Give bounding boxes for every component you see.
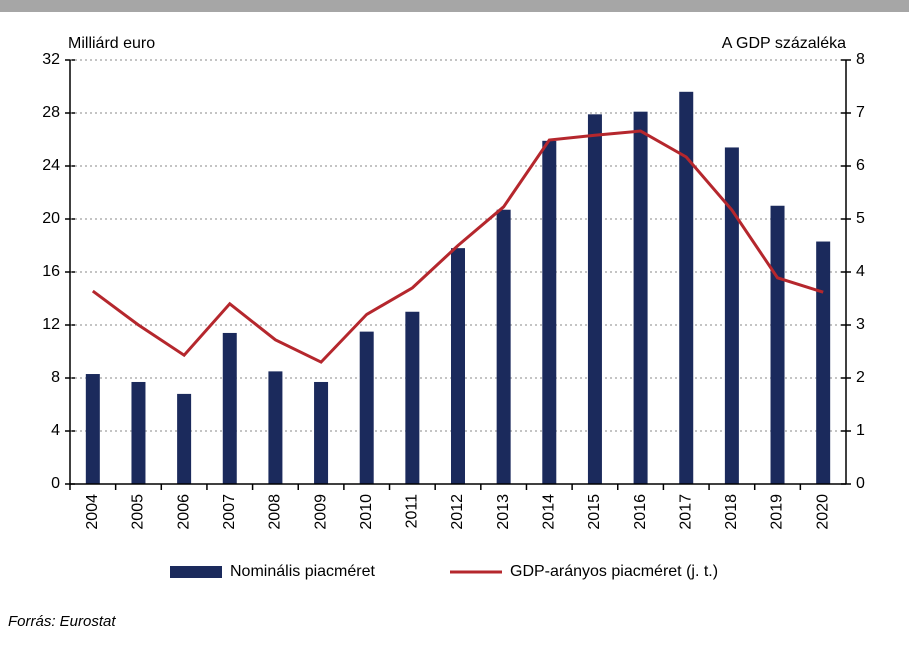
y2-tick-label: 7 xyxy=(856,104,865,121)
x-tick-label: 2015 xyxy=(586,494,603,530)
bar xyxy=(268,371,283,484)
line xyxy=(91,129,824,364)
legend-swatch xyxy=(170,566,222,578)
bar xyxy=(359,331,374,484)
x-tick-label: 2005 xyxy=(130,494,147,530)
bar xyxy=(85,374,100,484)
x-tick-label: 2012 xyxy=(449,494,466,530)
y2-tick-label: 2 xyxy=(856,369,865,386)
bar xyxy=(177,393,192,484)
bar xyxy=(770,205,785,484)
bar xyxy=(633,111,648,485)
bar xyxy=(405,311,420,484)
bar xyxy=(131,381,146,484)
x-tick-label: 2006 xyxy=(175,494,192,530)
y2-tick-label: 5 xyxy=(856,210,865,227)
x-tick-label: 2008 xyxy=(267,494,284,530)
x-tick-label: 2014 xyxy=(541,494,558,530)
y2-tick-label: 6 xyxy=(856,157,865,174)
x-tick-label: 2011 xyxy=(404,494,421,529)
bar xyxy=(314,381,329,484)
x-tick-label: 2016 xyxy=(632,494,649,530)
y-tick-label: 24 xyxy=(42,157,60,174)
bar xyxy=(816,241,831,484)
y-tick-label: 0 xyxy=(51,475,60,492)
x-tick-label: 2009 xyxy=(312,494,329,530)
y-tick-label: 4 xyxy=(51,422,60,439)
x-tick-label: 2018 xyxy=(723,494,740,530)
y2-tick-label: 3 xyxy=(856,316,865,333)
bar xyxy=(679,91,694,485)
x-tick-label: 2019 xyxy=(769,494,786,530)
header-bar xyxy=(0,0,909,12)
bar xyxy=(542,140,557,484)
bar xyxy=(222,332,237,484)
bar xyxy=(496,209,511,484)
legend-label: Nominális piacméret xyxy=(230,563,375,580)
y-axis-label: Milliárd euro xyxy=(68,35,155,52)
x-tick-label: 2004 xyxy=(84,494,101,530)
y-tick-label: 12 xyxy=(42,316,60,333)
y2-axis-label: A GDP százaléka xyxy=(722,35,846,52)
bar xyxy=(724,147,739,484)
x-tick-label: 2020 xyxy=(814,494,831,530)
y-tick-label: 32 xyxy=(42,51,60,68)
x-tick-label: 2017 xyxy=(677,494,694,530)
bar xyxy=(587,114,602,484)
y2-tick-label: 1 xyxy=(856,422,865,439)
y-tick-label: 8 xyxy=(51,369,60,386)
y2-tick-label: 0 xyxy=(856,475,865,492)
x-tick-label: 2010 xyxy=(358,494,375,530)
x-tick-label: 2013 xyxy=(495,494,512,530)
y-tick-label: 28 xyxy=(42,104,60,121)
y2-tick-label: 4 xyxy=(856,263,865,280)
legend-label: GDP-arányos piacméret (j. t.) xyxy=(510,563,718,580)
y-tick-label: 20 xyxy=(42,210,60,227)
y2-tick-label: 8 xyxy=(856,51,865,68)
source: Forrás: Eurostat xyxy=(8,613,116,630)
y-tick-label: 16 xyxy=(42,263,60,280)
bar xyxy=(451,248,465,484)
x-tick-label: 2007 xyxy=(221,494,238,530)
